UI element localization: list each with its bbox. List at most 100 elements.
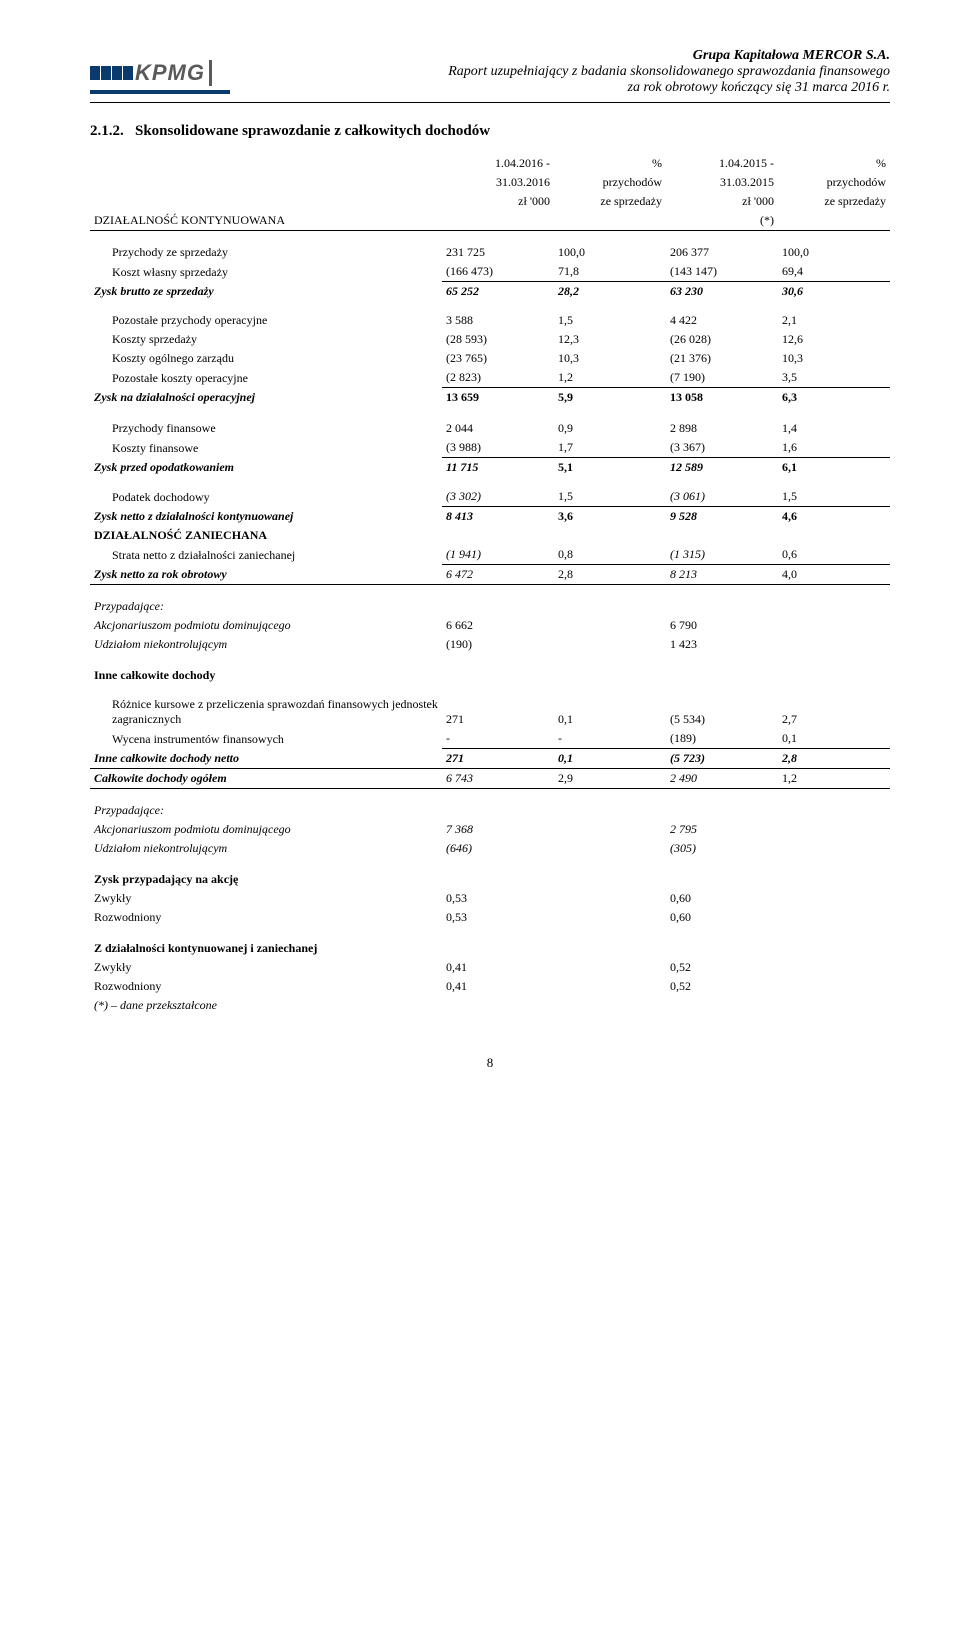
- v2: 1 423: [666, 635, 778, 654]
- v1: (646): [442, 839, 554, 858]
- logo-squares: [90, 66, 133, 80]
- p2: 100,0: [778, 243, 890, 262]
- p1: 1,5: [554, 487, 666, 507]
- v1: -: [442, 729, 554, 749]
- label: Przychody finansowe: [90, 419, 442, 438]
- v1: (23 765): [442, 349, 554, 368]
- label: Inne całkowite dochody netto: [90, 749, 442, 769]
- label: Zysk na działalności operacyjnej: [90, 388, 442, 408]
- v1: (190): [442, 635, 554, 654]
- row-przych-sprz: Przychody ze sprzedaży 231 725 100,0 206…: [90, 243, 890, 262]
- col-pctsub1b: przychodów: [778, 173, 890, 192]
- col-pctsub2b: ze sprzedaży: [778, 192, 890, 211]
- p2: 0,1: [778, 729, 890, 749]
- row-zysk-brutto-sprz: Zysk brutto ze sprzedaży 65 252 28,2 63 …: [90, 282, 890, 302]
- row-zysk-netto-rok: Zysk netto za rok obrotowy 6 472 2,8 8 2…: [90, 565, 890, 585]
- p2: 2,7: [778, 695, 890, 729]
- v2: (189): [666, 729, 778, 749]
- label: Koszty finansowe: [90, 438, 442, 458]
- p2: 1,6: [778, 438, 890, 458]
- label: DZIAŁALNOŚĆ ZANIECHANA: [90, 526, 442, 545]
- v1: 0,41: [442, 977, 554, 996]
- p2: 3,5: [778, 368, 890, 388]
- p2: 1,5: [778, 487, 890, 507]
- v1: 0,41: [442, 958, 554, 977]
- section-number: 2.1.2.: [90, 123, 124, 139]
- row-z-dzial-kont-zan: Z działalności kontynuowanej i zaniechan…: [90, 939, 890, 958]
- p1: 2,9: [554, 769, 666, 789]
- p1: 1,2: [554, 368, 666, 388]
- label: Udziałom niekontrolującym: [90, 635, 442, 654]
- v2: 6 790: [666, 616, 778, 635]
- p1: 0,8: [554, 545, 666, 565]
- row-przypadajace2: Przypadające:: [90, 801, 890, 820]
- label: Udziałom niekontrolującym: [90, 839, 442, 858]
- v1: 6 743: [442, 769, 554, 789]
- v1: 6 662: [442, 616, 554, 635]
- col-star: (*): [666, 211, 778, 231]
- label: Akcjonariuszom podmiotu dominującego: [90, 616, 442, 635]
- label: Akcjonariuszom podmiotu dominującego: [90, 820, 442, 839]
- v2: 0,52: [666, 977, 778, 996]
- logo-text: KPMG: [135, 60, 212, 86]
- p1: 0,1: [554, 695, 666, 729]
- label: Podatek dochodowy: [90, 487, 442, 507]
- section-title: 2.1.2. Skonsolidowane sprawozdanie z cał…: [90, 123, 890, 140]
- row-calk-doch-og: Całkowite dochody ogółem 6 743 2,9 2 490…: [90, 769, 890, 789]
- row-przypadajace1: Przypadające:: [90, 597, 890, 616]
- row-inne-calk-netto: Inne całkowite dochody netto 271 0,1 (5 …: [90, 749, 890, 769]
- v2: 63 230: [666, 282, 778, 302]
- v1: 3 588: [442, 311, 554, 330]
- row-zysk-akcja-head: Zysk przypadający na akcję: [90, 870, 890, 889]
- col-period2b: 31.03.2015: [666, 173, 778, 192]
- label: Inne całkowite dochody: [90, 666, 442, 685]
- v2: (305): [666, 839, 778, 858]
- row-podatek: Podatek dochodowy (3 302) 1,5 (3 061) 1,…: [90, 487, 890, 507]
- v2: (5 723): [666, 749, 778, 769]
- row-koszty-sprz: Koszty sprzedaży (28 593) 12,3 (26 028) …: [90, 330, 890, 349]
- p1: 1,5: [554, 311, 666, 330]
- p1: 0,9: [554, 419, 666, 438]
- p2: 69,4: [778, 262, 890, 282]
- col-unit2: zł '000: [666, 192, 778, 211]
- v1: 11 715: [442, 458, 554, 478]
- v2: (1 315): [666, 545, 778, 565]
- v1: (3 988): [442, 438, 554, 458]
- v2: 9 528: [666, 507, 778, 527]
- row-zwykly1: Zwykły 0,53 0,60: [90, 889, 890, 908]
- page-number: 8: [90, 1055, 890, 1071]
- p1: 28,2: [554, 282, 666, 302]
- row-koszt-wlasny: Koszt własny sprzedaży (166 473) 71,8 (1…: [90, 262, 890, 282]
- v2: 13 058: [666, 388, 778, 408]
- v2: 2 490: [666, 769, 778, 789]
- col-period2a: 1.04.2015 -: [666, 154, 778, 173]
- row-koszty-fin: Koszty finansowe (3 988) 1,7 (3 367) 1,6: [90, 438, 890, 458]
- v1: 0,53: [442, 889, 554, 908]
- label: Zysk netto z działalności kontynuowanej: [90, 507, 442, 527]
- v1: (1 941): [442, 545, 554, 565]
- row-akcj-dom2: Akcjonariuszom podmiotu dominującego 7 3…: [90, 820, 890, 839]
- row-dk: DZIAŁALNOŚĆ KONTYNUOWANA: [90, 211, 442, 231]
- v1: 231 725: [442, 243, 554, 262]
- v2: (143 147): [666, 262, 778, 282]
- row-zysk-przed-opod: Zysk przed opodatkowaniem 11 715 5,1 12 …: [90, 458, 890, 478]
- v1: 2 044: [442, 419, 554, 438]
- label: Zysk netto za rok obrotowy: [90, 565, 442, 585]
- v2: 12 589: [666, 458, 778, 478]
- v2: 206 377: [666, 243, 778, 262]
- p2: 30,6: [778, 282, 890, 302]
- v1: (2 823): [442, 368, 554, 388]
- v1: 271: [442, 749, 554, 769]
- p1: 2,8: [554, 565, 666, 585]
- v2: 0,60: [666, 908, 778, 927]
- row-akcj-dom1: Akcjonariuszom podmiotu dominującego 6 6…: [90, 616, 890, 635]
- p2: 0,6: [778, 545, 890, 565]
- row-zysk-netto-kont: Zysk netto z działalności kontynuowanej …: [90, 507, 890, 527]
- col-pct1: %: [554, 154, 666, 173]
- label: Koszty ogólnego zarządu: [90, 349, 442, 368]
- p2: 10,3: [778, 349, 890, 368]
- v2: (3 367): [666, 438, 778, 458]
- p1: 5,1: [554, 458, 666, 478]
- label: Koszty sprzedaży: [90, 330, 442, 349]
- p1: 12,3: [554, 330, 666, 349]
